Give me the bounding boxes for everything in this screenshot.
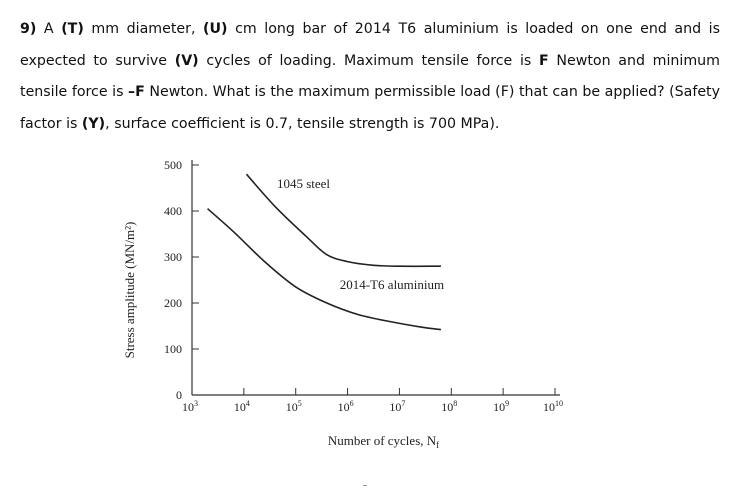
variable-f-max: F <box>539 52 549 69</box>
series-label-2014-t6-aluminium: 2014-T6 aluminium <box>340 277 444 292</box>
question-fragment: cm long bar of 2014 T6 aluminium is load… <box>20 21 720 69</box>
x-tick-label: 107 <box>389 399 405 414</box>
variable-u: (U) <box>203 21 228 37</box>
variable-t: (T) <box>61 21 84 37</box>
series-label-1045-steel: 1045 steel <box>277 176 330 191</box>
question-fragment: cycles of loading. Maximum tensile force… <box>198 52 539 69</box>
x-tick-label: 103 <box>182 399 198 414</box>
x-tick-label: 109 <box>493 399 509 414</box>
sn-curve-chart: 0 100 200 300 400 500 103 104 105 106 107 108 109 101… <box>120 150 720 470</box>
y-axis-title: Stress amplitude (MN/m²) <box>122 222 137 359</box>
y-tick-label: 100 <box>164 342 182 356</box>
question-fragment: , surface coefficient is 0.7, tensile st… <box>105 115 500 132</box>
question-fragment: Newton. What is the maximum permissible … <box>20 84 721 132</box>
question-text: 9) A (T) mm diameter, (U) cm long bar of… <box>20 14 720 140</box>
chart-svg: 0 100 200 300 400 500 103 104 105 106 107 108 109 101… <box>122 158 563 450</box>
y-tick-label: 400 <box>164 204 182 218</box>
x-tick-label: 105 <box>286 399 302 414</box>
x-tick-label: 1010 <box>543 399 563 414</box>
variable-f-min: –F <box>128 84 145 100</box>
y-tick-label: 0 <box>176 388 182 402</box>
y-tick-label: 200 <box>164 296 182 310</box>
variable-y: (Y) <box>81 115 106 132</box>
x-tick-label: 104 <box>234 399 250 414</box>
y-tick-label: 300 <box>164 250 182 264</box>
question-fragment: Newton and minimum tensile force is <box>20 52 720 101</box>
x-axis-title: Number of cycles, Nf <box>328 433 439 450</box>
series-line-2014-t6-aluminium <box>207 208 442 331</box>
variable-v: (V) <box>174 52 199 69</box>
question-fragment: A <box>36 21 62 37</box>
question-number: 9) <box>20 21 37 37</box>
series-line-1045-steel <box>245 173 441 268</box>
x-tick-label: 108 <box>441 399 457 414</box>
question-fragment: mm diameter, <box>83 21 204 37</box>
y-tick-label: 500 <box>164 158 182 172</box>
x-tick-label: 106 <box>338 399 354 414</box>
page-mark <box>363 485 367 492</box>
